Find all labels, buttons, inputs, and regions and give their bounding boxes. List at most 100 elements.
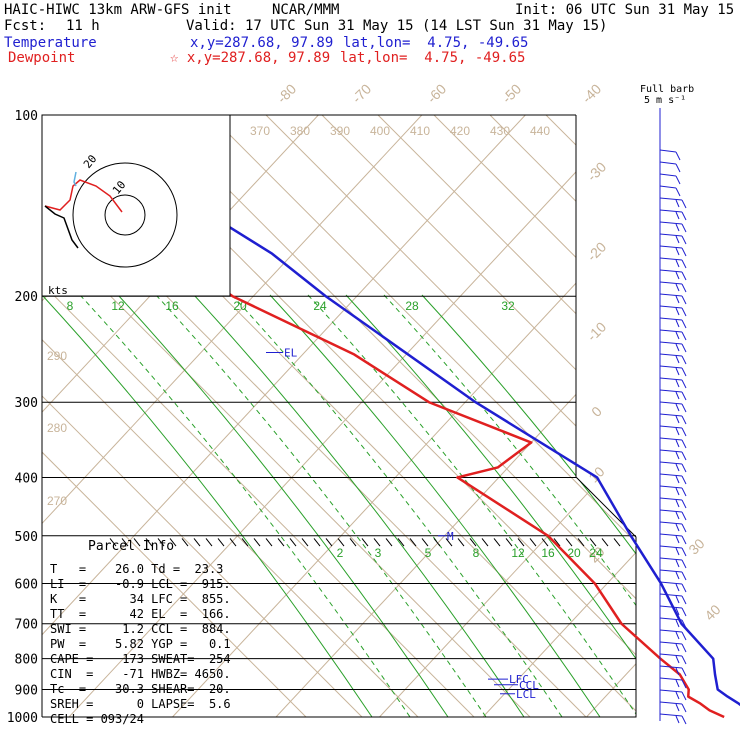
wind-barb xyxy=(659,629,683,633)
wind-barb-flag xyxy=(681,595,687,605)
parcel-info-row: Tc = 30.3 SHEAR= 20. xyxy=(50,682,231,696)
hodograph-units: kts xyxy=(48,284,68,297)
wind-barb-flag xyxy=(681,667,687,677)
wind-barb-flag xyxy=(681,631,687,641)
wind-barb xyxy=(659,221,683,225)
hatch-mark xyxy=(397,538,405,547)
temperature-xy: x,y=287.68, 97.89 xyxy=(190,35,334,51)
wind-barb-flag xyxy=(681,247,687,257)
wind-barb xyxy=(659,281,683,285)
pressure-tick-label: 200 xyxy=(15,290,38,305)
wind-barb-flag xyxy=(681,523,687,533)
wind-barb xyxy=(659,401,683,405)
mixing-ratio-label: 16 xyxy=(165,299,179,313)
parcel-info-row: CIN = -71 HWBZ= 4650. xyxy=(50,667,231,681)
hatch-mark xyxy=(229,538,237,547)
wind-barb xyxy=(659,581,683,585)
wind-barb-flag xyxy=(681,511,687,521)
wind-barb-flag xyxy=(675,391,680,400)
mixing-ratio-line xyxy=(307,294,636,717)
wind-barb-flag xyxy=(675,295,680,304)
hatch-mark xyxy=(529,538,537,547)
parcel-info-title: Parcel Info xyxy=(88,539,175,554)
hatch-mark xyxy=(541,538,549,547)
parcel-info-row: SWI = 1.2 CCL = 884. xyxy=(50,622,231,636)
wind-barb xyxy=(659,413,683,417)
isotherm-label: -70 xyxy=(349,81,375,107)
pressure-tick-label: 400 xyxy=(15,471,38,486)
isotherm-line xyxy=(42,115,423,717)
annotation-label: M xyxy=(447,530,454,543)
mixing-ratio-label: 24 xyxy=(589,546,603,560)
wind-barb-flag xyxy=(675,223,680,232)
theta-label: 290 xyxy=(47,349,67,363)
dry-adiabat-line xyxy=(433,115,636,717)
wind-barb-flag xyxy=(681,211,687,221)
hatch-mark xyxy=(517,538,525,547)
wind-barb xyxy=(659,593,683,597)
dry-adiabat-line xyxy=(265,115,636,717)
mixing-ratio-label: 8 xyxy=(67,299,74,313)
wind-barb-flag xyxy=(675,715,680,724)
theta-label: 280 xyxy=(47,421,67,435)
wind-barb-flag xyxy=(681,463,687,473)
wind-barb-flag xyxy=(681,259,687,269)
wind-barb-flag xyxy=(681,271,687,281)
isotherm-line xyxy=(690,115,740,717)
wind-barb-flag xyxy=(681,535,687,545)
wind-barb-flag xyxy=(675,283,680,292)
hatch-mark xyxy=(385,538,393,547)
hatch-mark xyxy=(217,538,225,547)
wind-barb xyxy=(659,605,683,609)
wind-barb-flag xyxy=(681,235,687,245)
wind-barb xyxy=(659,557,683,561)
wind-barb xyxy=(659,461,683,465)
wind-barb-flag xyxy=(675,259,680,268)
pressure-tick-label: 300 xyxy=(15,396,38,411)
wind-barb-flag xyxy=(675,403,680,412)
wind-barb xyxy=(659,245,683,249)
wind-barb-flag xyxy=(675,379,680,388)
wind-barb-flag xyxy=(675,691,680,700)
hodograph-inset xyxy=(41,114,231,297)
wind-barb-flag xyxy=(675,535,680,544)
temperature-legend: Temperature xyxy=(4,35,97,51)
wind-barb xyxy=(659,677,683,681)
isotherm-label: 30 xyxy=(685,535,707,557)
org-label: NCAR/MMM xyxy=(272,2,340,18)
wind-barb-flag xyxy=(675,187,681,197)
annotation-label: CCL xyxy=(519,679,539,692)
mixing-ratio-line xyxy=(345,294,636,717)
wind-barb-flag xyxy=(681,379,687,389)
barb-title: Full barb xyxy=(640,84,695,95)
wind-barb-flag xyxy=(681,655,687,665)
isotherm-label: -10 xyxy=(584,319,610,345)
wind-barb-flag xyxy=(675,619,680,628)
wind-barb-flag xyxy=(675,463,680,472)
parcel-info-row: CAPE = 173 SWEAT= 254 xyxy=(50,652,231,666)
hatch-mark xyxy=(493,538,501,547)
frame-right xyxy=(42,115,637,718)
wind-barb-flag xyxy=(681,355,687,365)
isotherm-label: 0 xyxy=(588,403,605,420)
wind-barb xyxy=(659,257,683,261)
hatch-mark xyxy=(193,538,201,547)
temperature-profile xyxy=(213,114,740,707)
wind-barb-flag xyxy=(675,655,680,664)
isotherm-line xyxy=(586,115,636,717)
hodograph-trace xyxy=(44,179,123,213)
dry-adiabat-line xyxy=(153,115,636,717)
mixing-ratio-label: 5 xyxy=(425,546,432,560)
isotherm-line xyxy=(275,115,636,717)
wind-barb-flag xyxy=(681,367,687,377)
wind-barb xyxy=(659,329,683,333)
wind-barb-flag xyxy=(675,571,680,580)
hatch-mark xyxy=(589,538,597,547)
wind-barb-flag xyxy=(675,607,680,616)
hatch-mark xyxy=(313,538,321,547)
wind-barb-flag xyxy=(675,643,680,652)
wind-barb-flag xyxy=(675,163,681,173)
hatch-mark xyxy=(553,538,561,547)
hatch-mark xyxy=(433,538,441,547)
